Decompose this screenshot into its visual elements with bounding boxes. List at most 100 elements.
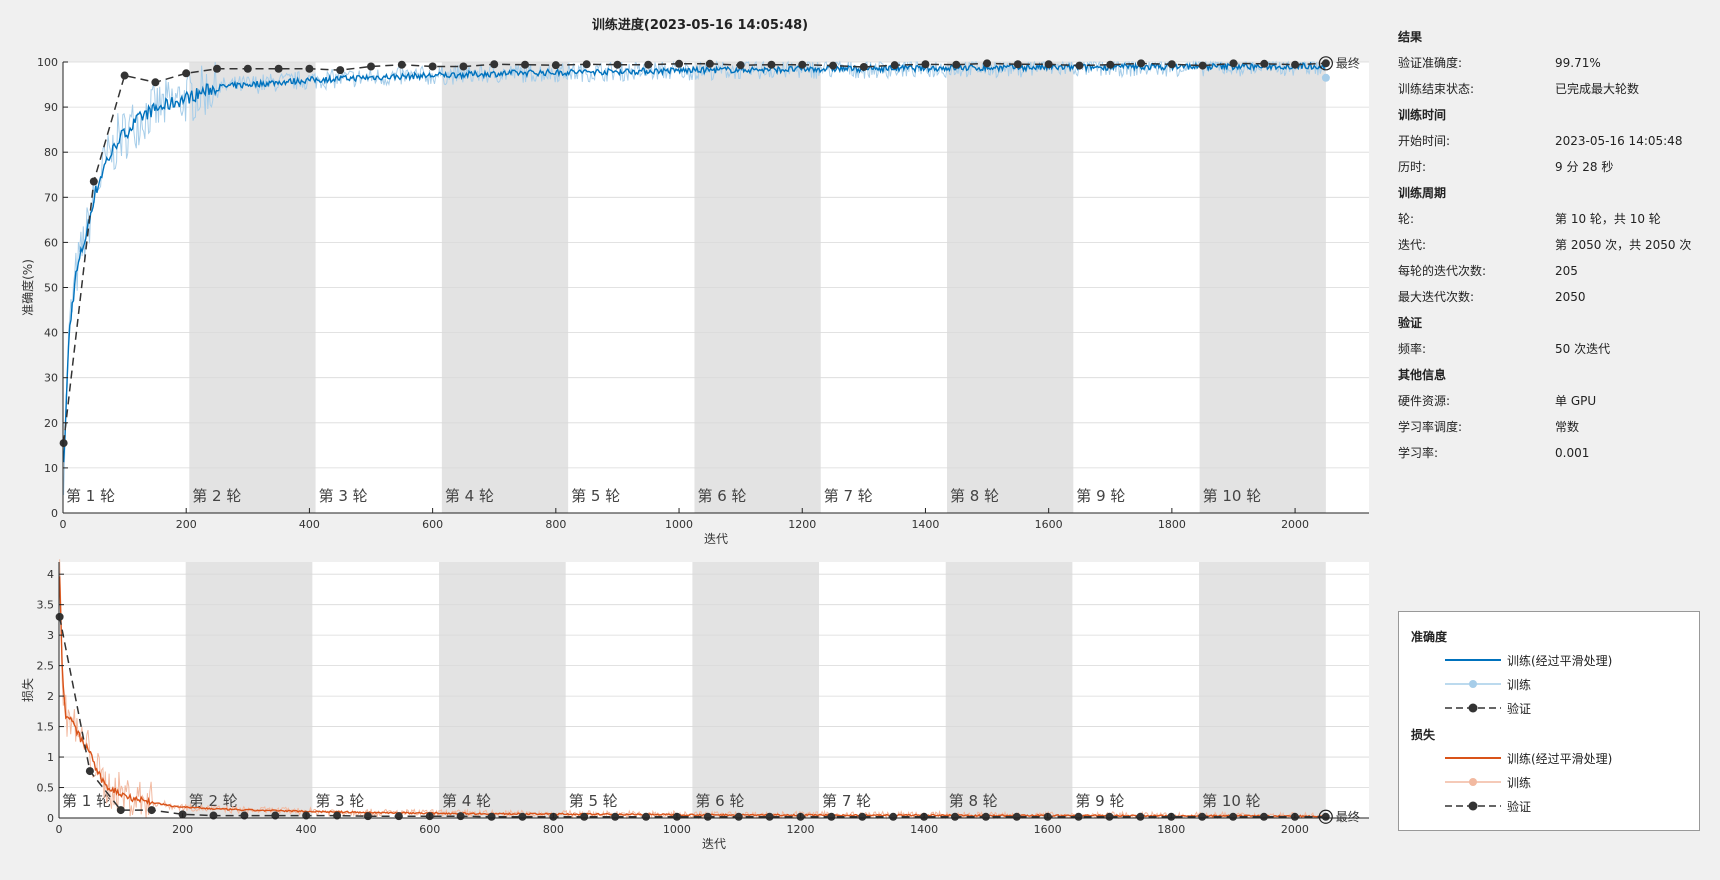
- acc-final-marker: [1318, 56, 1333, 71]
- info-value: 2023-05-16 14:05:48: [1555, 134, 1683, 148]
- info-key: 学习率:: [1398, 446, 1439, 460]
- acc-validation-point: [428, 62, 437, 71]
- info-value: 常数: [1555, 420, 1580, 434]
- loss-validation-point: [611, 812, 620, 821]
- info-row: 轮: 第 10 轮，共 10 轮: [1398, 206, 1718, 232]
- acc-y-tick-label: 70: [44, 191, 58, 204]
- legend-acc-smoothed: 训练(经过平滑处理): [1443, 650, 1612, 670]
- acc-validation-point: [1137, 59, 1146, 68]
- acc-epoch-label: 第 9 轮: [1076, 487, 1125, 505]
- legend-loss-validation-label: 验证: [1507, 799, 1532, 814]
- loss-x-tick-label: 600: [419, 823, 440, 836]
- acc-train-smoothed-line: [62, 61, 1326, 463]
- info-value: 205: [1555, 264, 1578, 278]
- legend: 准确度 训练(经过平滑处理) 训练 验证 损失 训练(经过平滑处理) 训练 验证: [1398, 611, 1700, 831]
- legend-loss-train-swatch: [1445, 778, 1501, 786]
- legend-acc-train-label: 训练: [1507, 677, 1532, 692]
- loss-validation-point: [703, 812, 712, 821]
- acc-validation-point: [551, 61, 560, 70]
- info-key: 开始时间:: [1398, 134, 1451, 148]
- loss-y-tick-label: 2: [47, 690, 54, 703]
- loss-validation-point: [642, 812, 651, 821]
- loss-validation-point: [518, 812, 527, 821]
- loss-validation-point: [1074, 812, 1083, 821]
- loss-y-tick-label: 3: [47, 629, 54, 642]
- info-row: 迭代: 第 2050 次，共 2050 次: [1398, 232, 1718, 258]
- acc-validation-line: [62, 62, 1326, 444]
- acc-validation-point: [829, 61, 838, 70]
- acc-y-tick-label: 40: [44, 327, 58, 340]
- legend-acc-validation-label: 验证: [1507, 701, 1532, 716]
- loss-validation-point: [116, 806, 125, 815]
- acc-validation-point: [397, 60, 406, 69]
- acc-validation-point: [59, 439, 68, 448]
- acc-validation-point: [336, 66, 345, 75]
- loss-validation-point: [394, 812, 403, 821]
- info-key: 迭代:: [1398, 238, 1427, 252]
- acc-x-tick-label: 600: [422, 518, 443, 531]
- info-value: 2050: [1555, 290, 1586, 304]
- loss-validation-point: [1105, 812, 1114, 821]
- legend-acc-smoothed-swatch: [1445, 659, 1501, 661]
- info-row: 学习率: 0.001: [1398, 440, 1718, 466]
- loss-validation-point: [950, 812, 959, 821]
- loss-x-axis-label: 迭代: [702, 837, 726, 851]
- acc-x-tick-label: 1800: [1158, 518, 1186, 531]
- loss-y-tick-label: 4: [47, 568, 54, 581]
- loss-epoch-band: [692, 562, 820, 818]
- acc-epoch-label: 第 2 轮: [192, 487, 241, 505]
- loss-y-tick-label: 0.5: [37, 782, 55, 795]
- loss-epoch-label: 第 6 轮: [695, 792, 744, 810]
- acc-epoch-label: 第 8 轮: [950, 487, 999, 505]
- loss-epoch-band: [439, 562, 566, 818]
- legend-acc-validation-swatch: [1445, 703, 1501, 713]
- acc-validation-point: [675, 59, 684, 68]
- info-key: 训练结束状态:: [1398, 82, 1475, 96]
- acc-validation-point: [182, 69, 191, 78]
- acc-validation-point: [1106, 60, 1115, 69]
- acc-validation-point: [274, 64, 283, 73]
- loss-y-tick-label: 1.5: [37, 721, 55, 734]
- acc-y-tick-label: 20: [44, 417, 58, 430]
- loss-x-tick-label: 1600: [1034, 823, 1062, 836]
- info-row: 开始时间: 2023-05-16 14:05:48: [1398, 128, 1718, 154]
- info-section-heading: 其他信息: [1398, 368, 1447, 382]
- acc-x-tick-label: 400: [299, 518, 320, 531]
- acc-x-tick-label: 1400: [911, 518, 939, 531]
- info-section-heading: 结果: [1398, 30, 1423, 44]
- acc-validation-point: [1229, 59, 1238, 68]
- acc-validation-point: [1075, 61, 1084, 70]
- acc-x-tick-label: 1000: [665, 518, 693, 531]
- info-value: 0.001: [1555, 446, 1590, 460]
- acc-y-tick-label: 10: [44, 462, 58, 475]
- acc-validation-point: [89, 177, 98, 186]
- acc-validation-point: [521, 60, 530, 69]
- info-row: 最大迭代次数: 2050: [1398, 284, 1718, 310]
- acc-final-label: 最终: [1336, 55, 1360, 70]
- loss-validation-point: [734, 812, 743, 821]
- legend-accuracy-heading: 准确度: [1411, 630, 1448, 644]
- loss-y-tick-label: 3.5: [37, 599, 55, 612]
- acc-x-tick-label: 0: [60, 518, 67, 531]
- legend-acc-train-swatch: [1445, 680, 1501, 688]
- loss-validation-point: [456, 812, 465, 821]
- training-progress-charts: 第 1 轮第 2 轮第 3 轮第 4 轮第 5 轮第 6 轮第 7 轮第 8 轮…: [20, 55, 1369, 851]
- loss-final-marker: [1318, 809, 1333, 824]
- acc-validation-point: [151, 78, 160, 87]
- legend-loss-train-label: 训练: [1507, 775, 1532, 790]
- acc-x-axis-label: 迭代: [704, 532, 728, 546]
- info-key: 每轮的迭代次数:: [1398, 264, 1487, 278]
- info-section-heading: 验证: [1398, 316, 1423, 330]
- acc-validation-point: [305, 64, 314, 73]
- acc-validation-point: [1167, 60, 1176, 69]
- acc-validation-point: [490, 60, 499, 69]
- info-row: 学习率调度: 常数: [1398, 414, 1718, 440]
- loss-validation-point: [1012, 812, 1021, 821]
- info-row: 硬件资源: 单 GPU: [1398, 388, 1718, 414]
- loss-x-tick-label: 200: [172, 823, 193, 836]
- loss-epoch-band: [945, 562, 1073, 818]
- loss-epoch-label: 第 10 轮: [1202, 792, 1261, 810]
- acc-validation-point: [890, 61, 899, 70]
- acc-epoch-label: 第 7 轮: [824, 487, 873, 505]
- acc-epoch-label: 第 10 轮: [1203, 487, 1262, 505]
